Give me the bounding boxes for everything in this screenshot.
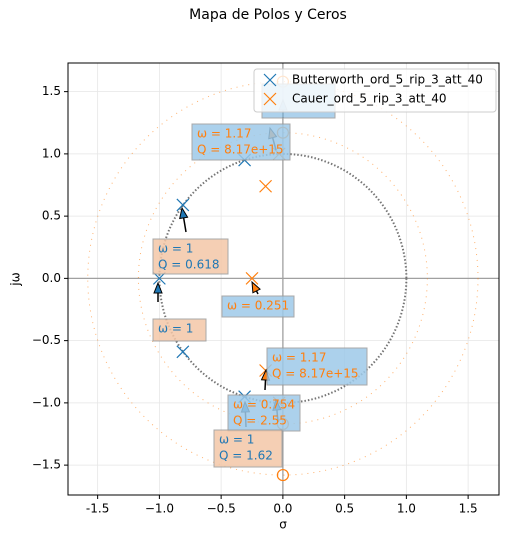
x-tick-label: 0.5 [335, 502, 354, 516]
annotation-box [152, 238, 229, 275]
y-tick-label: 0.0 [42, 271, 61, 285]
annotation-text: Q = 2.55 [233, 414, 287, 428]
annotation-text: ω = 1 [158, 242, 193, 256]
arrow-shaft [264, 379, 267, 391]
arrow-head [179, 206, 189, 220]
reference-circle [87, 81, 479, 476]
annotation-text: Q = 0.618 [158, 258, 219, 272]
x-tick-label: −0.5 [207, 502, 236, 516]
annotation-box [266, 347, 368, 386]
y-tick-label: 1.5 [42, 84, 61, 98]
y-tick-label: 1.0 [42, 146, 61, 160]
annotation-text: ω = 0.754 [233, 398, 295, 412]
annotation-text: Q = 8.17e+15 [197, 143, 284, 157]
pole-marker [259, 179, 273, 193]
y-tick-label: −1.0 [32, 395, 61, 409]
legend-label: Cauer_ord_5_rip_3_att_40 [292, 92, 447, 106]
plot-frame [67, 62, 500, 496]
y-tick-label: 0.5 [42, 209, 61, 223]
annotation-box [221, 295, 295, 318]
zero-marker [276, 468, 289, 482]
x-tick-label: -1.5 [86, 502, 109, 516]
annotation-text: ω = 1.17 [197, 127, 251, 141]
y-tick-label: −1.5 [32, 458, 61, 472]
legend: Butterworth_ord_5_rip_3_att_40 Cauer_ord_… [253, 68, 497, 113]
x-axis-label: σ [279, 518, 287, 532]
legend-box [253, 68, 497, 113]
y-axis-label: jω [9, 272, 23, 286]
annotation-text: ω = 1 [158, 322, 193, 336]
y-tick-label: −0.5 [32, 333, 61, 347]
arrow-shaft [182, 217, 187, 233]
reference-circle [137, 132, 428, 425]
pole-marker [245, 271, 259, 285]
x-tick-label: 1.0 [397, 502, 416, 516]
x-tick-label: 0.0 [273, 502, 292, 516]
annotation-box [213, 429, 283, 468]
arrow-head [153, 281, 163, 294]
legend-marker [263, 73, 277, 87]
annotation-text: ω = 1.17 [272, 351, 326, 365]
x-tick-label: 1.5 [459, 502, 478, 516]
legend-marker [263, 92, 277, 106]
annotation-box [191, 123, 291, 161]
annotation-box [152, 318, 207, 342]
legend-label: Butterworth_ord_5_rip_3_att_40 [292, 73, 483, 87]
arrow-shaft [255, 290, 259, 295]
annotation-text: Q = 8.17e+15 [272, 367, 359, 381]
pole-marker [176, 198, 190, 212]
annotation-text: ω = 0.251 [227, 299, 289, 313]
chart-title: Mapa de Polos y Ceros [189, 7, 347, 23]
annotation-box [227, 394, 301, 432]
arrow-head [251, 280, 261, 294]
annotation-text: ω = 1 [219, 433, 254, 447]
pole-marker [176, 345, 190, 359]
x-tick-label: −1.0 [145, 502, 174, 516]
annotation-text: Q = 1.62 [219, 449, 273, 463]
